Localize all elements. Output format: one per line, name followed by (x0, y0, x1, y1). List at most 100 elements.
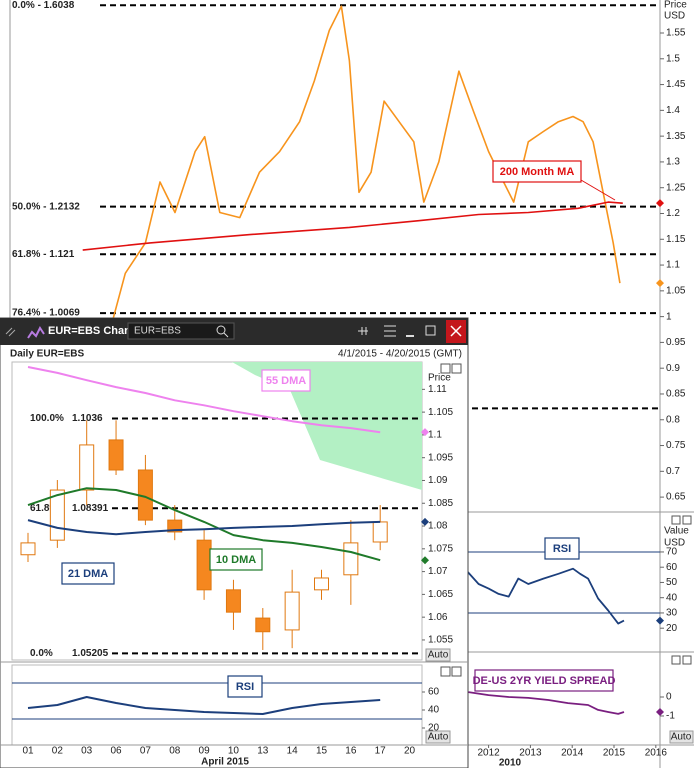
y-tick-label: 1 (666, 311, 672, 322)
pane-restore-button[interactable] (671, 655, 681, 665)
y-tick-label: 60 (666, 562, 678, 573)
series-line (468, 691, 625, 715)
close-icon (450, 325, 462, 337)
search-box[interactable] (127, 322, 235, 340)
y-tick-label: 1.075 (428, 543, 453, 554)
y-axis-label: Price (664, 0, 687, 11)
x-tick-label: 10 (228, 746, 240, 757)
y-tick-label: 1.1 (428, 430, 442, 441)
y-tick-label: 1.105 (428, 407, 453, 418)
auto-button-label: Auto (428, 650, 449, 661)
x-tick-label: 09 (199, 746, 211, 757)
y-tick-label: 50 (666, 577, 678, 588)
level-label: 76.4% - 1.0069 (12, 308, 80, 319)
x-tick-label: 03 (81, 746, 93, 757)
y-tick-label: 0.65 (666, 492, 686, 503)
last-value-marker (421, 517, 429, 526)
x-tick-label: 2013 (519, 748, 542, 759)
y-tick-label: 0.95 (666, 337, 686, 348)
candle-body (196, 539, 212, 591)
x-tick-label: 2016 (645, 748, 668, 759)
candle-body (167, 519, 183, 533)
y-tick-label: 0.75 (666, 440, 686, 451)
y-tick-label: 1.5 (666, 53, 680, 64)
x-axis-label: April 2015 (201, 757, 249, 768)
candle-body (284, 591, 300, 631)
pane-close-button[interactable] (682, 515, 692, 525)
x-tick-label: 15 (316, 746, 328, 757)
last-value-marker (656, 199, 664, 208)
x-tick-label: 14 (287, 746, 299, 757)
pane-restore-button[interactable] (671, 515, 681, 525)
chart-title: Daily EUR=EBS (10, 349, 85, 360)
x-tick-label: 2012 (477, 748, 500, 759)
pane-title-box (474, 669, 614, 692)
y-tick-label: 60 (428, 687, 440, 698)
auto-button[interactable] (425, 730, 451, 744)
y-tick-label: 0.85 (666, 389, 686, 400)
candle-body (20, 542, 36, 556)
pane-restore-button[interactable] (440, 666, 451, 677)
inset-window: EUR=EBS Chart EUR=EBS Daily EUR=EBS 4/1/… (0, 317, 469, 768)
window-title: EUR=EBS Chart (48, 325, 132, 337)
pane-title: RSI (236, 681, 254, 693)
pane-restore-button[interactable] (440, 363, 451, 374)
x-tick-label: 17 (375, 746, 387, 757)
pane-title: RSI (553, 543, 571, 555)
pane-close-button[interactable] (451, 666, 462, 677)
pane-close-button[interactable] (682, 655, 692, 665)
series-line (82, 201, 623, 251)
candle-body (225, 589, 241, 613)
x-tick-label: 2014 (561, 748, 584, 759)
x-tick-label: 2015 (603, 748, 626, 759)
y-tick-label: 0.8 (666, 414, 680, 425)
level-value: 1.1036 (72, 413, 103, 424)
level-ratio: 0.0% (30, 648, 53, 659)
last-value-marker (421, 556, 429, 565)
series-label: 55 DMA (266, 375, 306, 387)
menu-icon[interactable] (384, 325, 396, 337)
y-tick-label: 1.3 (666, 157, 680, 168)
x-tick-label: 01 (22, 746, 34, 757)
series-label: 10 DMA (216, 554, 256, 566)
x-tick-label: 06 (110, 746, 122, 757)
last-value-marker (656, 616, 664, 625)
series-label-box (61, 562, 115, 585)
y-tick-label: 1.05 (666, 285, 686, 296)
y-tick-label: 1.11 (428, 384, 447, 395)
x-tick-label: 02 (52, 746, 64, 757)
auto-button[interactable] (425, 648, 451, 662)
level-value: 1.08391 (72, 503, 109, 514)
y-tick-label: 1.4 (666, 105, 680, 116)
y-tick-label: 1.1 (666, 260, 680, 271)
x-tick-label: 20 (404, 746, 416, 757)
level-label: 0.0% - 1.6038 (12, 0, 75, 11)
x-tick-label: 16 (345, 746, 357, 757)
pane-close-button[interactable] (451, 363, 462, 374)
x-sublabel: 2010 (499, 758, 522, 768)
auto-button[interactable] (669, 730, 694, 744)
series-label: 21 DMA (68, 568, 108, 580)
level-label: 61.8% - 1.121 (12, 249, 75, 260)
candle-body (372, 521, 388, 543)
last-value-marker (656, 279, 664, 288)
search-icon[interactable] (216, 325, 226, 335)
pane-title-box (544, 537, 580, 560)
series-label-box (261, 369, 311, 392)
candle-body (343, 542, 359, 576)
maximize-icon[interactable] (425, 325, 436, 336)
toolbar-icon[interactable] (358, 327, 368, 335)
auto-button-label: Auto (428, 732, 449, 743)
link-icon[interactable] (5, 327, 16, 337)
last-value-marker (656, 707, 664, 716)
y-tick-label: 40 (428, 705, 440, 716)
y-axis-label: Price (428, 373, 451, 384)
y-axis-label: Value (664, 526, 689, 537)
y-axis-unit: USD (664, 538, 685, 549)
pane-title: DE-US 2YR YIELD SPREAD (473, 675, 616, 687)
y-tick-label: 1.055 (428, 635, 453, 646)
y-tick-label: 1.07 (428, 566, 448, 577)
y-tick-label: 30 (666, 608, 678, 619)
y-tick-label: 1.09 (428, 475, 448, 486)
